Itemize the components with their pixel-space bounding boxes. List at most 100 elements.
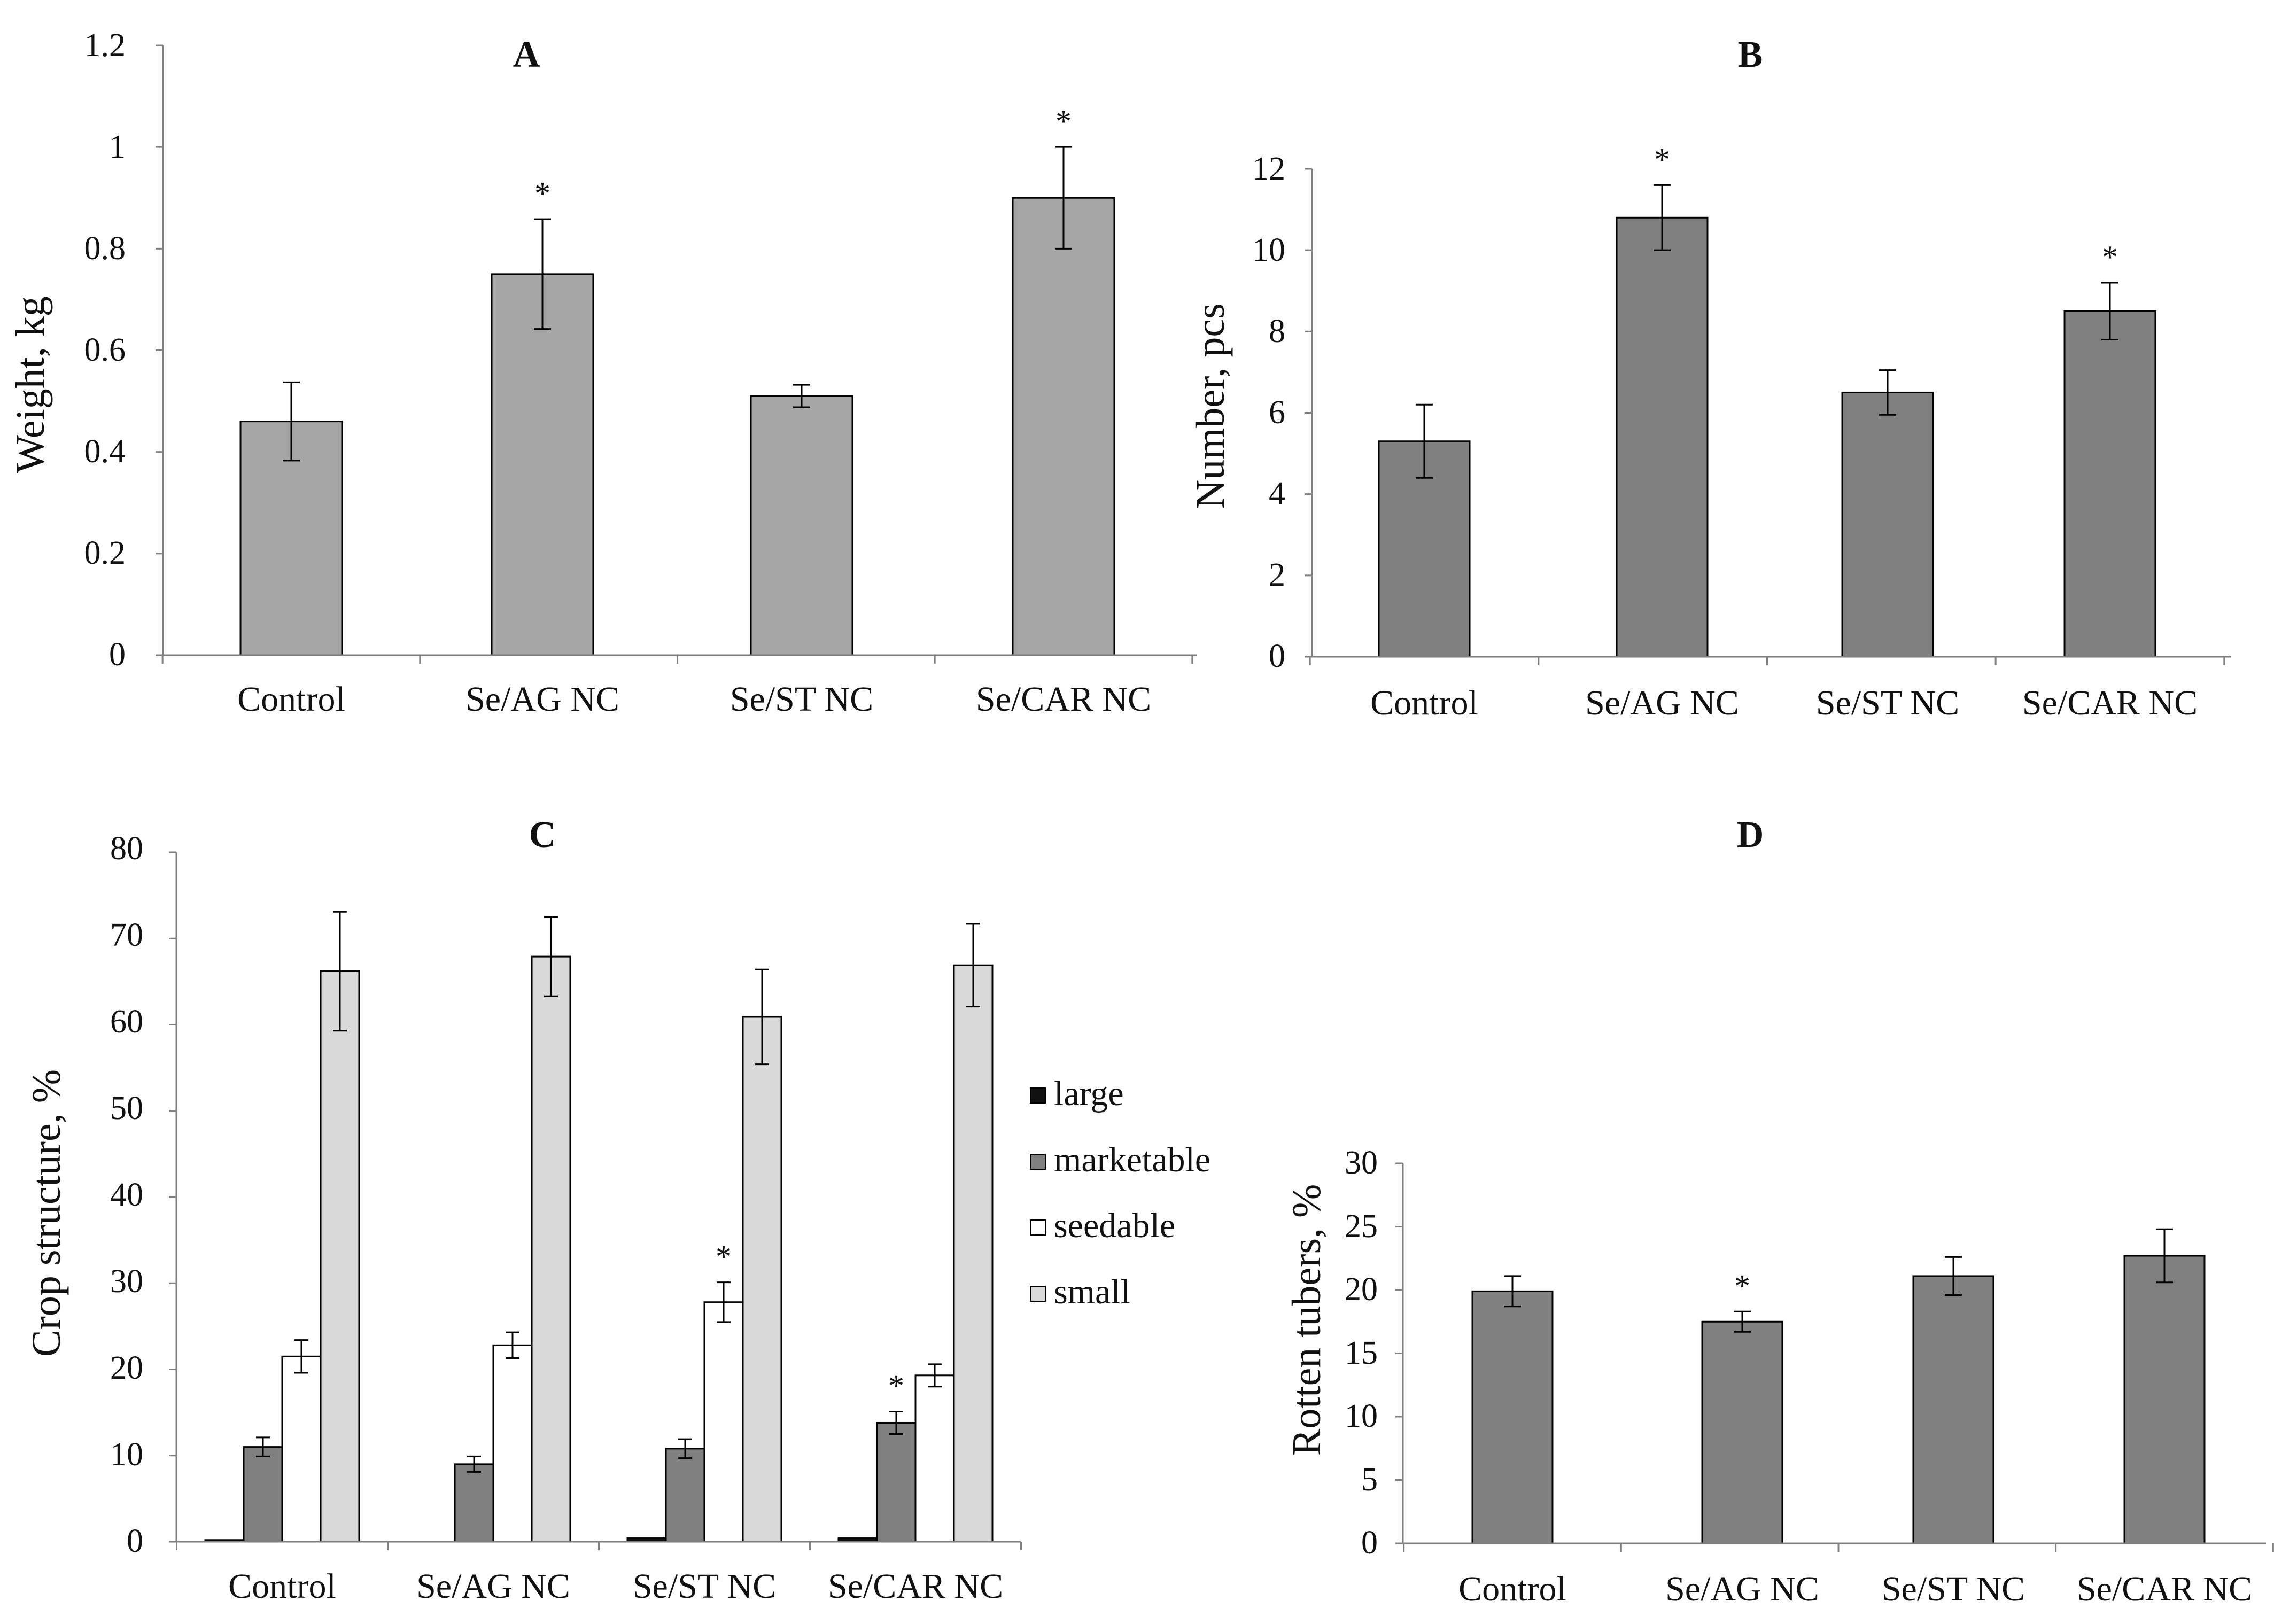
bar <box>1912 1275 1994 1544</box>
panel-a: A Weight, kg ** 0 0.2 0.4 0.6 0.8 1 1.2 … <box>8 27 1197 719</box>
panel-c-y-tick: 70 <box>110 917 143 953</box>
panel-b-title: B <box>1738 34 1763 75</box>
panel-d-y-tick: 15 <box>1345 1335 1378 1371</box>
panel-b: B Number, pcs ** 0 2 4 6 8 10 12 Control… <box>1188 34 2231 722</box>
bar <box>454 1463 494 1543</box>
panel-d-category-label: Se/ST NC <box>1882 1569 2025 1609</box>
panel-a-y-tick: 0.6 <box>84 332 126 368</box>
panel-d-y-tick: 25 <box>1345 1208 1378 1245</box>
legend-label-small: small <box>1054 1272 1130 1311</box>
significance-marker: * <box>1654 142 1670 177</box>
panel-c-legend: large marketable seedable small <box>1030 1074 1210 1311</box>
panel-a-y-tick: 0 <box>109 636 126 673</box>
panel-a-y-tick: 0.4 <box>84 433 126 470</box>
significance-marker: * <box>2102 239 2118 275</box>
panel-a-category-label: Se/CAR NC <box>976 680 1151 719</box>
panel-c-y-tick: 20 <box>110 1350 143 1386</box>
panel-c-category-label: Control <box>228 1567 336 1606</box>
panel-b-category-label: Se/CAR NC <box>2022 683 2198 722</box>
panel-d-y-label: Rotten tubers, % <box>1284 1184 1329 1456</box>
bar <box>492 1344 533 1543</box>
panel-d-category-label: Se/CAR NC <box>2077 1569 2252 1609</box>
legend-swatch-seedable <box>1030 1219 1046 1236</box>
panel-a-title: A <box>513 34 540 75</box>
panel-c-y-tick: 10 <box>110 1436 143 1473</box>
bar <box>1701 1320 1783 1544</box>
panel-c-y-tick: 30 <box>110 1263 143 1300</box>
legend-label-seedable: seedable <box>1054 1206 1175 1245</box>
panel-b-y-tick: 12 <box>1252 151 1285 187</box>
bar <box>320 970 360 1543</box>
bar <box>243 1446 283 1543</box>
panel-a-category-label: Control <box>237 680 345 719</box>
panel-c: C Crop structure, % ** 0 10 20 30 40 50 … <box>24 814 1210 1606</box>
significance-marker: * <box>716 1239 732 1275</box>
bar <box>2123 1255 2206 1544</box>
panel-b-y-tick: 0 <box>1269 638 1285 674</box>
panel-d-category-label: Control <box>1458 1569 1566 1609</box>
panel-b-y-tick: 10 <box>1252 232 1285 268</box>
panel-d-marks: * <box>1395 1162 2274 1552</box>
panel-d-y-tick: 20 <box>1345 1271 1378 1308</box>
panel-b-category-label: Se/AG NC <box>1585 683 1739 722</box>
bar <box>531 955 571 1543</box>
panel-d-y-tick: 5 <box>1361 1462 1378 1498</box>
panel-a-y-tick: 0.8 <box>84 230 126 267</box>
legend-swatch-small <box>1030 1286 1046 1302</box>
panel-b-marks: ** <box>1305 142 2225 665</box>
panel-b-category-label: Se/ST NC <box>1816 683 1959 722</box>
panel-c-category-label: Se/CAR NC <box>828 1567 1003 1606</box>
panel-b-category-label: Control <box>1370 683 1478 722</box>
panel-a-y-label: Weight, kg <box>8 296 53 473</box>
bar <box>1471 1290 1554 1544</box>
panel-b-y-tick: 6 <box>1269 394 1285 431</box>
significance-marker: * <box>1734 1268 1750 1303</box>
panel-c-marks: ** <box>169 851 1022 1550</box>
panel-c-category-label: Se/ST NC <box>633 1567 776 1606</box>
panel-b-y-tick: 2 <box>1269 557 1285 593</box>
panel-a-category-label: Se/AG NC <box>465 680 619 719</box>
panel-d-title: D <box>1737 814 1764 856</box>
bar <box>665 1448 705 1543</box>
panel-c-y-tick: 50 <box>110 1090 143 1126</box>
significance-marker: * <box>1055 104 1072 139</box>
bar <box>1616 216 1709 658</box>
significance-marker: * <box>534 176 550 211</box>
panel-d-y-tick: 30 <box>1345 1145 1378 1181</box>
panel-c-y-tick: 60 <box>110 1004 143 1040</box>
panel-d-y-tick: 0 <box>1361 1525 1378 1561</box>
bar <box>1012 197 1115 656</box>
legend-label-large: large <box>1054 1074 1124 1113</box>
panel-c-category-label: Se/AG NC <box>416 1567 570 1606</box>
panel-d-category-label: Se/AG NC <box>1665 1569 1819 1609</box>
panel-c-title: C <box>529 814 556 856</box>
panel-b-y-tick: 4 <box>1269 476 1285 512</box>
bar <box>914 1374 955 1543</box>
legend-label-marketable: marketable <box>1054 1140 1210 1179</box>
panel-d: D Rotten tubers, % * 0 5 10 15 20 25 30 … <box>1284 814 2274 1609</box>
panel-a-y-tick: 1 <box>109 129 126 165</box>
bar <box>491 273 594 656</box>
bar <box>1841 391 1934 658</box>
bar <box>2063 310 2156 658</box>
panel-a-marks: ** <box>156 44 1193 664</box>
bar <box>876 1421 917 1543</box>
legend-swatch-large <box>1030 1087 1046 1104</box>
bar <box>703 1301 744 1543</box>
bar <box>750 395 853 656</box>
bar <box>281 1355 322 1543</box>
panel-b-y-tick: 8 <box>1269 313 1285 349</box>
panel-d-y-tick: 10 <box>1345 1398 1378 1434</box>
panel-a-y-tick: 1.2 <box>84 27 126 64</box>
panel-c-y-tick: 0 <box>127 1523 143 1559</box>
bar <box>742 1016 782 1543</box>
panel-b-y-label: Number, pcs <box>1188 303 1233 509</box>
panel-c-y-label: Crop structure, % <box>24 1069 69 1357</box>
panel-c-y-tick: 40 <box>110 1177 143 1213</box>
panel-c-y-tick: 80 <box>110 830 143 867</box>
panel-a-category-label: Se/ST NC <box>730 680 873 719</box>
legend-swatch-marketable <box>1030 1154 1046 1170</box>
panel-a-y-tick: 0.2 <box>84 535 126 571</box>
bar <box>953 964 994 1543</box>
